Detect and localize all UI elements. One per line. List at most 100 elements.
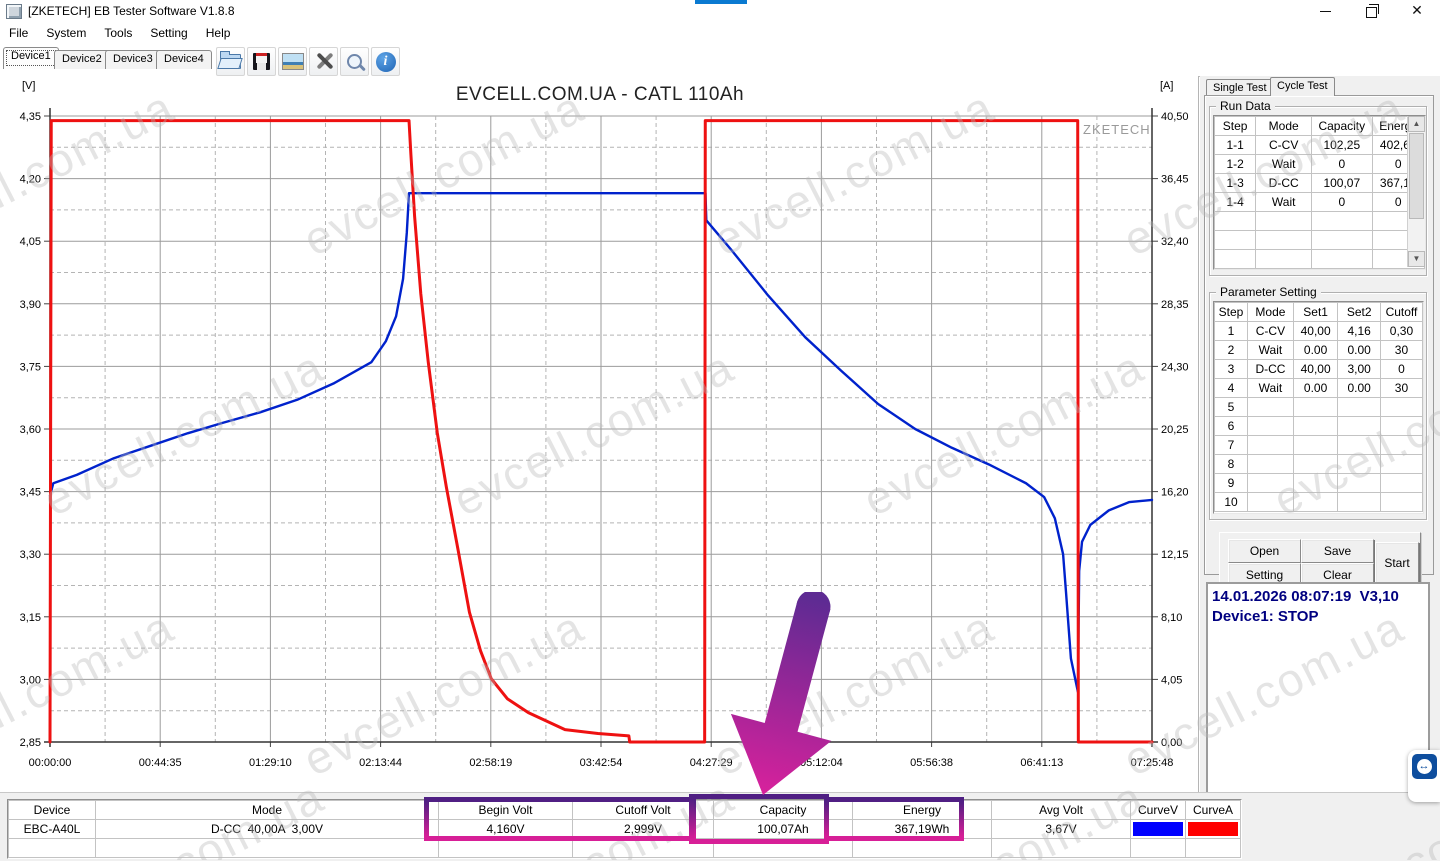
parameter-row: 5 [1213,397,1424,417]
parameter-cell: 30 [1379,378,1424,398]
bottom-table-empty-row [8,838,1241,858]
parameter-cell [1247,416,1294,436]
device-tab-3[interactable]: Device3 [105,50,161,69]
menu-item-setting[interactable]: Setting [150,26,188,40]
maximize-button[interactable] [1348,0,1394,22]
parameter-row: 6 [1213,416,1424,436]
parameter-cell: 9 [1213,473,1249,493]
parameter-cell: 0.00 [1337,340,1381,360]
menu-item-system[interactable]: System [46,26,87,40]
teamviewer-flap[interactable]: ↔ [1408,750,1440,802]
right-panel: Single Test Cycle Test Run Data Step Mode C… [1200,76,1440,860]
curve-v-swatch [1133,822,1183,836]
bottom-col-device: Device [8,800,96,820]
zoom-icon [347,54,362,69]
bottom-cell-begin-volt: 4,160V [438,819,573,839]
device-tab-2[interactable]: Device2 [54,50,110,69]
voltage-curve [48,192,1154,694]
x-axis-tick-label: 02:13:44 [359,757,402,769]
run-data-table-wrap: Step Mode Capacity Energy 1-1 C-CV 102,25 402,6… [1213,115,1426,270]
parameter-row: 1 C-CV 40,00 4,16 0,30 [1213,321,1424,341]
parameter-cell [1379,454,1424,474]
run-data-cell [1255,249,1313,269]
left-axis-tick-label: 3,15 [20,612,41,624]
chart-plot: 4,35 40,50 4,20 36,45 4,05 32,40 3,90 28,35 3,75… [20,108,1189,769]
parameter-cell [1379,397,1424,417]
run-data-row: 1-1 C-CV 102,25 402,62 [1213,135,1426,155]
scrollbar-thumb[interactable] [1409,133,1424,219]
chart-title: EVCELL.COM.UA - CATL 110Ah [455,84,745,105]
right-axis-tick-label: 16,20 [1161,487,1189,499]
bottom-empty-cell [572,838,714,858]
bottom-col-energy: Energy [852,800,992,820]
save-button[interactable]: Save [1301,539,1374,563]
tab-single-test[interactable]: Single Test [1206,79,1274,96]
parameter-cell: 0.00 [1292,340,1339,360]
parameter-cell: 40,00 [1292,321,1339,341]
left-axis-tick-label: 2,85 [20,737,41,749]
info-toolbar-button[interactable]: i [371,47,400,76]
menu-item-file[interactable]: File [9,26,29,40]
parameter-cell: 4,16 [1337,321,1381,341]
left-axis-tick-label: 3,75 [20,361,41,373]
left-axis-tick-label: 4,05 [20,236,41,248]
parameter-cell: Wait [1247,378,1294,398]
right-axis-tick-label: 12,15 [1161,549,1189,561]
tab-cycle-test[interactable]: Cycle Test [1270,77,1335,96]
teamviewer-icon[interactable]: ↔ [1411,754,1437,779]
menu-item-help[interactable]: Help [205,26,231,40]
parameter-cell [1379,435,1424,455]
zoom-toolbar-button[interactable] [340,47,369,76]
close-button[interactable]: ✕ [1394,0,1440,22]
parameter-cell: 3 [1213,359,1249,379]
right-axis-tick-label: 36,45 [1161,174,1189,186]
parameter-col-header: Set2 [1337,302,1381,322]
left-axis-unit-label: [V] [22,80,36,92]
bottom-col-capacity: Capacity [713,800,853,820]
bottom-cell-capacity: 100,07Ah [713,819,853,839]
bottom-cell-curvev [1130,819,1186,839]
save-toolbar-button[interactable] [247,47,276,76]
device-tab-1[interactable]: Device1 [3,47,59,69]
menu-item-tools[interactable]: Tools [104,26,133,40]
parameter-cell [1292,435,1339,455]
run-data-cell [1311,249,1373,269]
parameter-cell [1379,416,1424,436]
run-data-col-header: Mode [1255,116,1313,136]
scroll-up-icon[interactable]: ▲ [1408,116,1425,132]
tools-toolbar-button[interactable] [309,47,338,76]
bottom-cell-energy: 367,19Wh [852,819,992,839]
right-axis-tick-label: 20,25 [1161,424,1189,436]
right-axis-unit-label: [A] [1160,80,1174,92]
image-toolbar-button[interactable] [278,47,307,76]
start-button[interactable]: Start [1375,542,1419,584]
test-panel-body: Run Data Step Mode Capacity Energy 1-1 C-CV 10… [1204,95,1434,594]
device-tab-4[interactable]: Device4 [156,50,212,69]
x-axis-tick-label: 05:56:38 [910,757,953,769]
run-data-cell: 1-1 [1213,135,1257,155]
status-line-1: 14.01.2026 08:07:19 V3,10 [1212,588,1399,605]
scroll-down-icon[interactable]: ▼ [1408,251,1425,267]
bottom-empty-cell [1130,838,1186,858]
window-title: [ZKETECH] EB Tester Software V1.8.8 [28,4,235,18]
device-tab-toolbar-row: Device1 Device2 Device3 Device4 i [0,44,1440,77]
run-data-scrollbar[interactable]: ▲ ▼ [1407,116,1425,267]
top-accent-strip [695,0,747,4]
open-button[interactable]: Open [1228,539,1301,563]
maximize-icon [1365,4,1379,18]
parameter-setting-title: Parameter Setting [1216,285,1321,299]
bottom-col-curvev: CurveV [1130,800,1186,820]
open-toolbar-button[interactable] [216,47,245,76]
run-data-row [1213,230,1426,250]
parameter-cell [1292,397,1339,417]
run-data-cell: Wait [1255,154,1313,174]
bottom-table-data-row: EBC-A40L D-CC 40,00A 3,00V 4,160V 2,999V 100… [8,819,1241,839]
minimize-button[interactable] [1302,0,1348,22]
x-axis-tick-label: 04:27:29 [690,757,733,769]
parameter-row: 3 D-CC 40,00 3,00 0 [1213,359,1424,379]
run-data-cell: 1-3 [1213,173,1257,193]
run-data-title: Run Data [1216,99,1275,113]
parameter-cell [1247,435,1294,455]
parameter-cell: 40,00 [1292,359,1339,379]
x-axis-tick-label: 00:44:35 [139,757,182,769]
